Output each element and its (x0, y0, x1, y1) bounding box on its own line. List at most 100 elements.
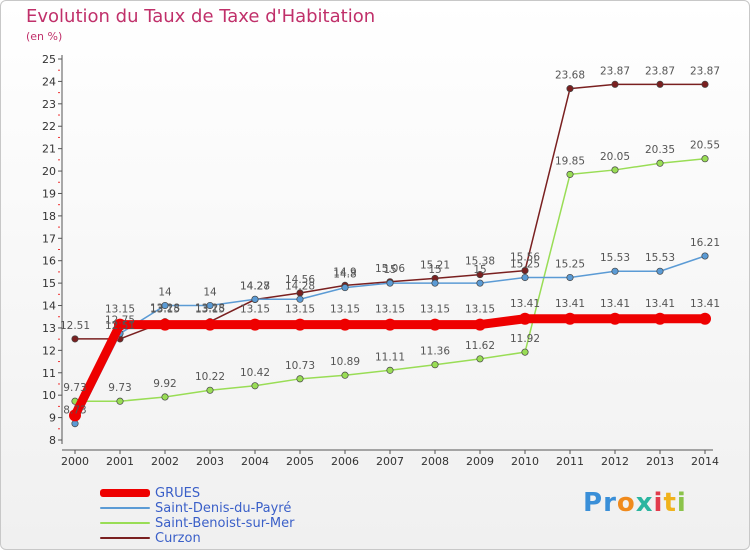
y-tick-label: 17 (42, 232, 56, 245)
data-label: 16.21 (690, 237, 720, 249)
logo-letter: x (635, 488, 654, 518)
y-tick-label: 16 (42, 255, 56, 268)
data-label: 15 (428, 264, 441, 276)
x-tick-label: 2012 (601, 455, 629, 468)
x-tick-label: 2001 (106, 455, 134, 468)
legend-item-grues: GRUES (100, 485, 200, 501)
data-label: 13.15 (195, 304, 225, 316)
logo-letter: i (653, 488, 664, 518)
data-point (476, 355, 484, 363)
data-label: 14.27 (240, 280, 270, 292)
data-label: 15 (473, 264, 486, 276)
data-label: 11.92 (510, 333, 540, 345)
legend-item-saint-denis: Saint-Denis-du-Payré (100, 500, 291, 516)
data-label: 20.05 (600, 151, 630, 163)
data-point (476, 271, 484, 279)
data-point (341, 371, 349, 379)
data-label: 15.53 (645, 252, 675, 264)
legend-item-saint-benoist: Saint-Benoist-sur-Mer (100, 515, 294, 531)
data-point (701, 252, 709, 260)
y-tick-label: 15 (42, 277, 56, 290)
data-label: 15.53 (600, 252, 630, 264)
logo-letter: t (663, 488, 677, 518)
data-label: 23.68 (555, 70, 585, 82)
data-point (294, 318, 306, 331)
data-point (656, 80, 664, 88)
legend-swatch-grues (100, 489, 150, 497)
y-tick-label: 20 (42, 165, 56, 178)
data-point (159, 318, 171, 331)
data-label: 11.62 (465, 340, 495, 352)
data-label: 14 (203, 287, 217, 299)
y-tick-label: 9 (49, 412, 56, 425)
x-tick-label: 2003 (196, 455, 224, 468)
data-label: 13.28 (150, 303, 180, 315)
y-tick-label: 22 (42, 120, 56, 133)
x-tick-label: 2006 (331, 455, 359, 468)
legend-label: Curzon (155, 530, 201, 546)
data-point (161, 393, 169, 401)
data-point (251, 382, 259, 390)
x-tick-label: 2013 (646, 455, 674, 468)
data-label: 9.92 (153, 378, 176, 390)
data-label: 13.41 (510, 298, 540, 310)
chart-subtitle: (en %) (26, 30, 63, 43)
data-point (521, 348, 529, 356)
data-point (386, 279, 394, 287)
data-point (249, 318, 261, 331)
data-point (429, 318, 441, 331)
data-point (654, 312, 666, 325)
data-point (431, 279, 439, 287)
x-tick-label: 2000 (61, 455, 89, 468)
legend-label: Saint-Denis-du-Payré (155, 500, 292, 516)
data-point (656, 267, 664, 275)
data-point (296, 375, 304, 383)
data-label: 14.28 (285, 280, 315, 292)
data-point (69, 409, 81, 422)
data-label: 15.25 (555, 259, 585, 271)
data-label: 13.15 (420, 304, 450, 316)
proxiti-logo[interactable]: Proxiti (583, 488, 687, 518)
legend-swatch-saint-benoist (100, 522, 150, 524)
x-tick-label: 2011 (556, 455, 584, 468)
logo-letter: i (676, 488, 687, 518)
y-tick-label: 19 (42, 187, 56, 200)
data-label: 15.21 (420, 259, 450, 271)
x-tick-label: 2008 (421, 455, 449, 468)
data-label: 8.73 (63, 405, 86, 417)
data-point (564, 312, 576, 325)
data-label: 13.15 (375, 304, 405, 316)
y-tick-label: 8 (49, 434, 56, 447)
data-point (71, 420, 79, 428)
data-point (566, 170, 574, 178)
data-label: 20.35 (645, 144, 675, 156)
x-tick-label: 2010 (511, 455, 539, 468)
y-tick-label: 18 (42, 210, 56, 223)
data-label: 20.55 (690, 140, 720, 152)
logo-letter: P (583, 488, 604, 518)
data-label: 23.87 (645, 65, 675, 77)
data-label: 13.15 (240, 304, 270, 316)
data-point (519, 312, 531, 325)
data-label: 19.85 (555, 155, 585, 167)
data-label: 23.87 (690, 65, 720, 77)
data-point (566, 273, 574, 282)
data-label: 15.06 (375, 263, 405, 275)
data-label: 14.56 (285, 274, 315, 286)
data-label: 23.87 (600, 65, 630, 77)
data-point (474, 318, 486, 331)
data-label: 15.56 (510, 252, 540, 264)
data-point (699, 312, 711, 325)
x-tick-label: 2002 (151, 455, 179, 468)
data-point (161, 301, 169, 310)
legend-item-curzon: Curzon (100, 530, 201, 546)
data-point (206, 301, 214, 310)
data-label: 10.42 (240, 367, 270, 379)
data-label: 13.15 (285, 304, 315, 316)
data-point (341, 284, 349, 292)
data-label: 15.25 (510, 259, 540, 271)
data-point (701, 80, 709, 88)
data-point (609, 312, 621, 325)
data-point (206, 386, 214, 394)
